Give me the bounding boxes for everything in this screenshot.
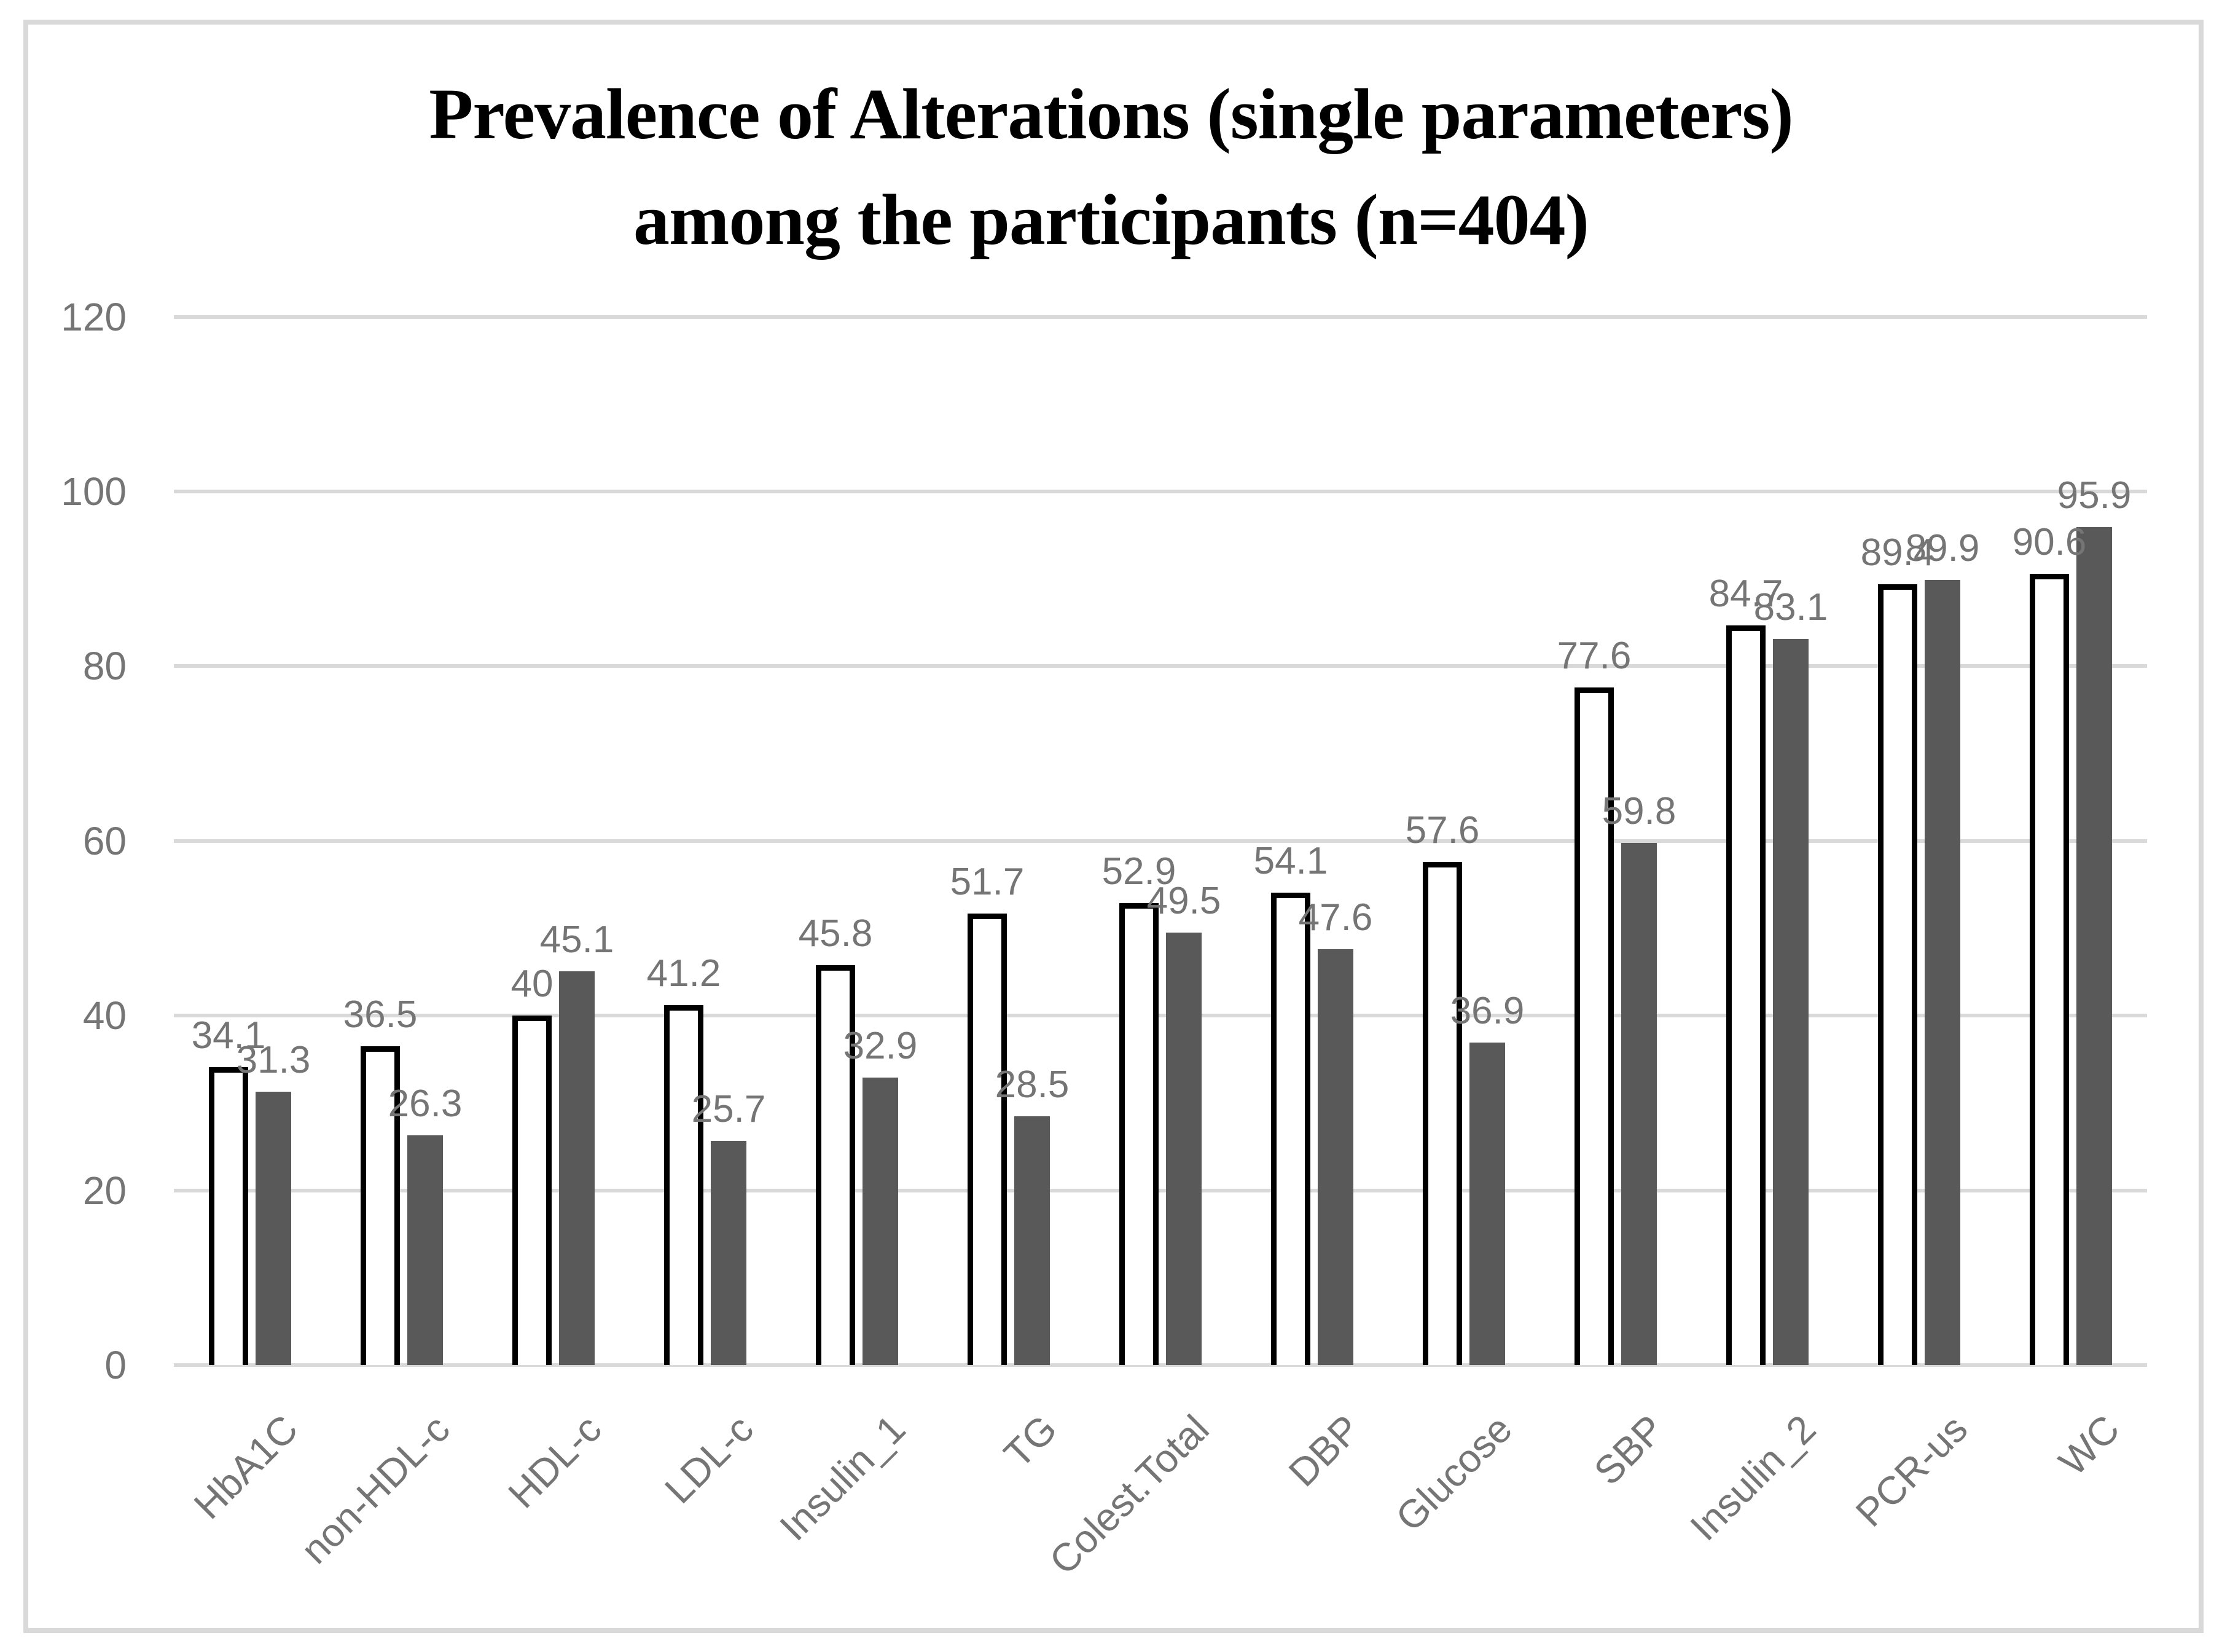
bar-dark-Colest.Total bbox=[1166, 933, 1202, 1365]
value-label-dark-HbA1C: 31.3 bbox=[236, 1039, 311, 1081]
value-label-white-LDL-c: 41.2 bbox=[646, 952, 721, 995]
value-label-dark-DBP: 47.6 bbox=[1298, 896, 1373, 939]
chart-title: Prevalence of Alterations (single parame… bbox=[0, 61, 2222, 273]
gridline-60 bbox=[174, 839, 2147, 843]
bar-white-WC bbox=[2030, 574, 2069, 1365]
bar-dark-Insulin_1 bbox=[863, 1078, 898, 1365]
value-label-dark-Glucose: 36.9 bbox=[1450, 990, 1525, 1032]
bar-white-DBP bbox=[1271, 893, 1310, 1365]
y-axis-tick-label: 100 bbox=[61, 469, 127, 514]
gridline-20 bbox=[174, 1189, 2147, 1192]
bar-white-Insulin_1 bbox=[816, 965, 855, 1365]
value-label-white-DBP: 54.1 bbox=[1253, 840, 1328, 882]
value-label-dark-SBP: 59.8 bbox=[1602, 790, 1676, 832]
gridline-40 bbox=[174, 1014, 2147, 1017]
value-label-dark-non-HDL-c: 26.3 bbox=[388, 1082, 463, 1125]
bar-white-PCR-us bbox=[1878, 584, 1917, 1365]
value-label-white-non-HDL-c: 36.5 bbox=[343, 993, 418, 1036]
value-label-white-WC: 90.6 bbox=[2012, 521, 2087, 563]
gridline-120 bbox=[174, 315, 2147, 319]
bar-dark-TG bbox=[1014, 1116, 1050, 1365]
y-axis-tick-label: 20 bbox=[82, 1169, 127, 1213]
bar-dark-HbA1C bbox=[256, 1092, 291, 1365]
y-axis-tick-label: 120 bbox=[61, 295, 127, 339]
bar-dark-Glucose bbox=[1469, 1043, 1505, 1365]
bar-white-non-HDL-c bbox=[361, 1046, 400, 1365]
bar-dark-non-HDL-c bbox=[407, 1135, 443, 1365]
value-label-white-Insulin_2: 84.7 bbox=[1708, 573, 1783, 615]
value-label-white-HDL-c: 40 bbox=[511, 963, 554, 1005]
value-label-white-HbA1C: 34.1 bbox=[191, 1014, 266, 1057]
value-label-white-Glucose: 57.6 bbox=[1405, 809, 1480, 851]
bar-dark-WC bbox=[2076, 527, 2112, 1365]
bar-dark-HDL-c bbox=[559, 971, 595, 1365]
value-label-white-SBP: 77.6 bbox=[1557, 635, 1632, 677]
bar-white-Glucose bbox=[1423, 862, 1462, 1365]
value-label-dark-Insulin_1: 32.9 bbox=[843, 1025, 918, 1067]
bar-dark-Insulin_2 bbox=[1773, 639, 1809, 1365]
value-label-dark-Colest.Total: 49.5 bbox=[1146, 880, 1221, 922]
bar-dark-PCR-us bbox=[1925, 580, 1960, 1365]
value-label-dark-LDL-c: 25.7 bbox=[691, 1088, 766, 1130]
bar-dark-SBP bbox=[1621, 843, 1657, 1365]
value-label-dark-WC: 95.9 bbox=[2057, 474, 2132, 517]
value-label-white-PCR-us: 89.4 bbox=[1860, 531, 1935, 574]
chart-title-line1: Prevalence of Alterations (single parame… bbox=[429, 74, 1793, 154]
y-axis-tick-label: 0 bbox=[104, 1343, 127, 1387]
y-axis-tick-label: 40 bbox=[82, 993, 127, 1038]
value-label-dark-PCR-us: 89.9 bbox=[1905, 527, 1980, 570]
bar-white-Insulin_2 bbox=[1726, 625, 1766, 1365]
value-label-white-TG: 51.7 bbox=[950, 861, 1025, 903]
bar-white-Colest.Total bbox=[1119, 903, 1159, 1365]
bar-white-SBP bbox=[1575, 687, 1614, 1365]
bar-white-LDL-c bbox=[664, 1005, 703, 1365]
chart-title-line2: among the participants (n=404) bbox=[633, 179, 1589, 260]
bar-white-HDL-c bbox=[512, 1016, 552, 1365]
value-label-white-Colest.Total: 52.9 bbox=[1101, 850, 1176, 893]
value-label-dark-TG: 28.5 bbox=[995, 1063, 1070, 1106]
bar-dark-LDL-c bbox=[711, 1141, 746, 1365]
bar-white-HbA1C bbox=[209, 1067, 248, 1365]
bar-dark-DBP bbox=[1318, 949, 1353, 1365]
gridline-100 bbox=[174, 490, 2147, 493]
value-label-dark-HDL-c: 45.1 bbox=[539, 918, 614, 961]
value-label-white-Insulin_1: 45.8 bbox=[798, 912, 873, 955]
y-axis-tick-label: 80 bbox=[82, 644, 127, 688]
gridline-80 bbox=[174, 664, 2147, 668]
bar-white-TG bbox=[968, 914, 1007, 1365]
gridline-0 bbox=[174, 1363, 2147, 1367]
value-label-dark-Insulin_2: 83.1 bbox=[1753, 586, 1828, 628]
y-axis-tick-label: 60 bbox=[82, 819, 127, 863]
